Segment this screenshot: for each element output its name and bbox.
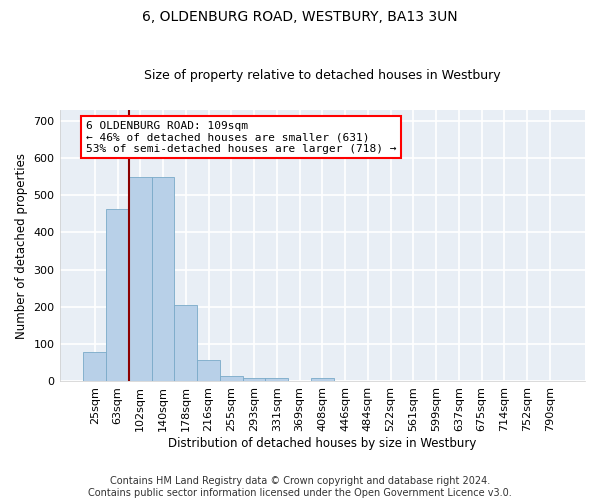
Bar [83, 352, 106, 382]
Bar [175, 306, 197, 382]
Bar [152, 178, 175, 382]
Bar [197, 360, 220, 382]
X-axis label: Distribution of detached houses by size in Westbury: Distribution of detached houses by size … [168, 437, 476, 450]
Bar [242, 378, 265, 382]
Bar [106, 210, 129, 382]
Bar [265, 378, 288, 382]
Y-axis label: Number of detached properties: Number of detached properties [15, 152, 28, 338]
Bar [129, 178, 152, 382]
Text: Contains HM Land Registry data © Crown copyright and database right 2024.
Contai: Contains HM Land Registry data © Crown c… [88, 476, 512, 498]
Text: 6 OLDENBURG ROAD: 109sqm
← 46% of detached houses are smaller (631)
53% of semi-: 6 OLDENBURG ROAD: 109sqm ← 46% of detach… [86, 120, 396, 154]
Title: Size of property relative to detached houses in Westbury: Size of property relative to detached ho… [144, 69, 500, 82]
Text: 6, OLDENBURG ROAD, WESTBURY, BA13 3UN: 6, OLDENBURG ROAD, WESTBURY, BA13 3UN [142, 10, 458, 24]
Bar [220, 376, 242, 382]
Bar [311, 378, 334, 382]
